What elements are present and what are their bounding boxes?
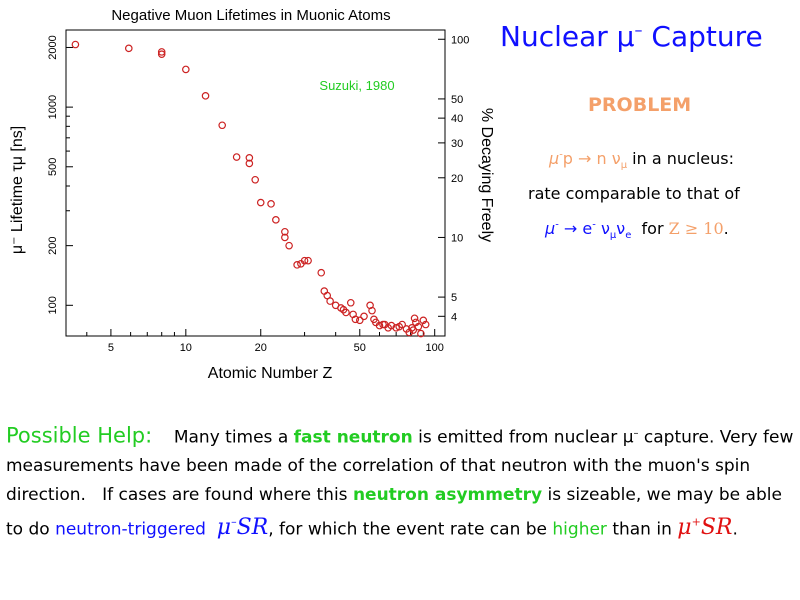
y-tick-label: 1000	[47, 95, 59, 119]
possible-help-paragraph: Possible Help: Many times a fast neutron…	[6, 423, 794, 541]
right-tick-label: 30	[451, 138, 463, 150]
y-tick-label: 2000	[47, 35, 59, 59]
data-point	[351, 315, 360, 324]
data-point	[300, 256, 309, 265]
data-point	[157, 48, 166, 56]
data-point	[398, 320, 406, 329]
higher-text: higher	[552, 519, 607, 540]
x-tick-label: 50	[354, 342, 366, 354]
plot-area	[65, 29, 446, 337]
problem-label: PROBLEM	[588, 94, 692, 116]
data-point	[317, 268, 326, 277]
mu-minus-sr: μ–SR	[216, 515, 269, 541]
data-point	[182, 65, 190, 74]
data-point	[360, 312, 368, 321]
x-axis-label: Atomic Number Z	[208, 365, 333, 382]
problem-line-1: μ-p → n νμ in a nucleus:	[549, 149, 734, 172]
fast-neutron-text: fast neutron	[293, 427, 413, 448]
data-point	[419, 316, 428, 325]
data-point	[71, 40, 80, 49]
y-axis-label: μ⁻ Lifetime τμ [ns]	[9, 126, 26, 254]
right-tick-label: 50	[451, 94, 463, 106]
data-point	[409, 326, 418, 334]
lifetime-chart: 5 10 20 50 100 100 200 500 1000 2000 100 50 40 30 20…	[9, 7, 495, 382]
data-point	[304, 256, 312, 265]
problem-line-3: μ- → e- νμνe for Z ≥ 10.	[545, 219, 729, 242]
data-point	[281, 233, 289, 242]
y-tick-label: 200	[47, 236, 59, 254]
chart-annotation: Suzuki, 1980	[319, 78, 394, 93]
mu-plus-sr: μ+SR	[677, 515, 733, 541]
data-point	[245, 153, 254, 162]
data-point	[272, 216, 280, 224]
possible-help-label: Possible Help:	[6, 423, 153, 448]
neutron-triggered-text: neutron-triggered	[55, 519, 206, 540]
data-point	[410, 314, 419, 323]
x-axis-ticks: 5 10 20 50 100	[86, 329, 444, 354]
x-tick-label: 10	[180, 342, 192, 354]
data-point	[293, 261, 301, 269]
right-axis-ticks: 100 50 40 30 20 10 5 4	[438, 34, 469, 323]
data-points	[71, 40, 430, 338]
data-point	[285, 241, 293, 250]
right-tick-label: 100	[451, 34, 469, 46]
y-tick-label: 100	[47, 296, 59, 314]
data-point	[414, 322, 423, 331]
y-tick-label: 500	[47, 158, 59, 176]
x-tick-label: 20	[255, 342, 267, 354]
right-tick-label: 20	[451, 173, 463, 185]
data-point	[421, 320, 430, 329]
data-point	[267, 200, 275, 208]
data-point	[232, 153, 241, 161]
data-point	[157, 50, 166, 58]
data-point	[281, 227, 289, 236]
right-axis-label: % Decaying Freely	[478, 108, 495, 242]
right-tick-label: 4	[451, 311, 457, 323]
right-tick-label: 5	[451, 292, 457, 304]
chart-title: Negative Muon Lifetimes in Muonic Atoms	[111, 7, 390, 24]
problem-line-2: rate comparable to that of	[528, 184, 740, 203]
y-axis-ticks: 100 200 500 1000 2000	[47, 35, 73, 314]
x-tick-label: 5	[108, 342, 114, 354]
right-tick-label: 40	[451, 113, 463, 125]
data-point	[326, 297, 334, 305]
right-tick-label: 10	[451, 232, 463, 244]
x-tick-label: 100	[426, 342, 444, 354]
data-point	[251, 175, 260, 184]
neutron-asymmetry-text: neutron asymmetry	[352, 484, 543, 505]
data-point	[387, 321, 396, 330]
data-point	[342, 308, 350, 317]
data-point	[355, 316, 364, 325]
data-point	[346, 298, 355, 307]
data-point	[201, 92, 210, 100]
data-point	[245, 159, 254, 168]
data-point	[218, 121, 226, 130]
data-point	[256, 198, 265, 207]
data-point	[124, 44, 133, 53]
data-point	[375, 321, 384, 330]
data-point	[417, 329, 425, 338]
slide-title: Nuclear μ– Capture	[500, 20, 763, 53]
data-point	[368, 306, 376, 315]
